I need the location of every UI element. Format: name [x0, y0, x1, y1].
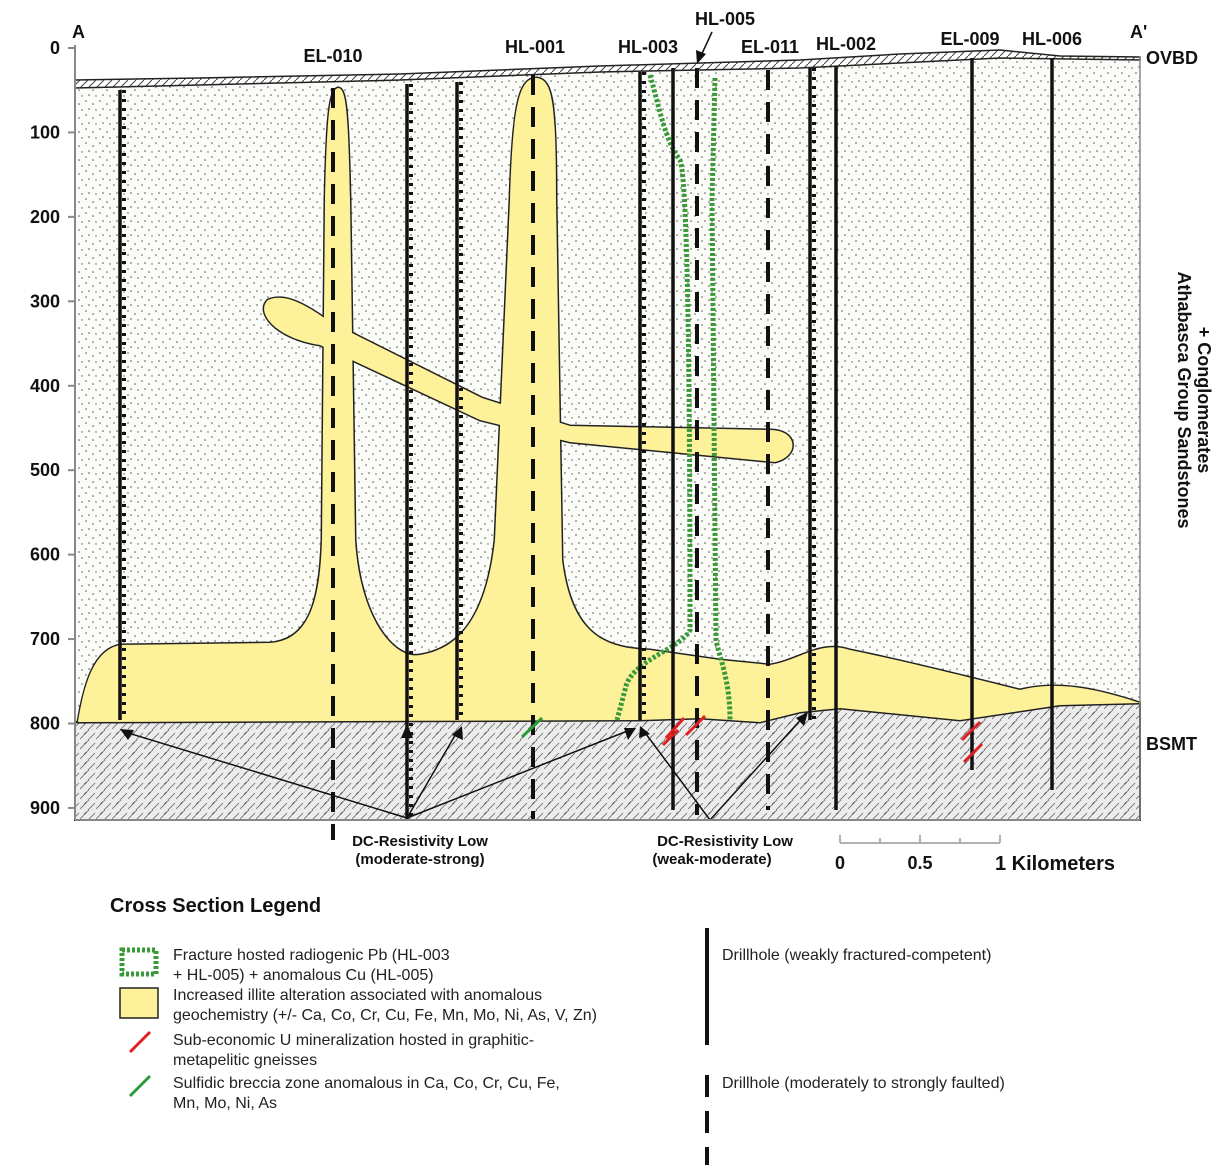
- scale-bar: [840, 835, 1000, 843]
- legend-text: Drillhole (moderately to strongly faulte…: [722, 1075, 1005, 1092]
- legend-swatch: [130, 1032, 150, 1052]
- annotation: (weak-moderate): [652, 851, 771, 868]
- annotation: DC-Resistivity Low: [352, 833, 488, 850]
- unit-label: + Conglomerates: [1194, 327, 1214, 474]
- legend-text: Fracture hosted radiogenic Pb (HL-003: [173, 947, 450, 964]
- section-end-label: A': [1130, 22, 1147, 42]
- drillhole-label: EL-009: [940, 29, 999, 49]
- legend-title: Cross Section Legend: [110, 895, 321, 917]
- legend-text: metapelitic gneisses: [173, 1052, 317, 1069]
- depth-tick-label: 400: [30, 376, 60, 396]
- legend-swatch: [120, 988, 158, 1018]
- section-end-label: A: [72, 22, 85, 42]
- legend-swatch: [122, 950, 156, 974]
- unit-label: OVBD: [1146, 48, 1198, 68]
- legend-items: Fracture hosted radiogenic Pb (HL-003 + H…: [173, 947, 1005, 1112]
- drillhole-label: EL-010: [303, 46, 362, 66]
- depth-tick-label: 300: [30, 291, 60, 311]
- legend-text: Mn, Mo, Ni, As: [173, 1095, 277, 1112]
- depth-tick-label: 900: [30, 798, 60, 818]
- legend-text: Sub-economic U mineralization hosted in …: [173, 1032, 534, 1049]
- legend-text: geochemistry (+/- Ca, Co, Cr, Cu, Fe, Mn…: [173, 1007, 597, 1024]
- drillhole-label: HL-003: [618, 37, 678, 57]
- drillhole-label: HL-005: [695, 9, 755, 29]
- scale-label: 0.5: [907, 853, 932, 873]
- annotation: (moderate-strong): [355, 851, 484, 868]
- legend-text: Sulfidic breccia zone anomalous in Ca, C…: [173, 1075, 560, 1092]
- depth-tick-label: 600: [30, 545, 60, 565]
- legend-text: Drillhole (weakly fractured-competent): [722, 947, 991, 964]
- scale-label: 1 Kilometers: [995, 853, 1115, 875]
- annotation: DC-Resistivity Low: [657, 833, 793, 850]
- depth-tick-label: 100: [30, 122, 60, 142]
- legend-swatch: [130, 1076, 150, 1096]
- legend-text: + HL-005) + anomalous Cu (HL-005): [173, 967, 434, 984]
- depth-ticks: 0 100 200 300 400 500 600 700 800 900: [30, 38, 75, 818]
- drillhole-label: HL-002: [816, 34, 876, 54]
- drillhole-label: EL-011: [741, 37, 799, 57]
- drillhole-label: HL-001: [505, 37, 565, 57]
- cross-section-figure: 0 100 200 300 400 500 600 700 800 900 A A' OVBD B…: [0, 0, 1214, 1167]
- depth-tick-label: 0: [50, 38, 60, 58]
- unit-label: BSMT: [1146, 734, 1197, 754]
- depth-tick-label: 800: [30, 714, 60, 734]
- legend-text: Increased illite alteration associated w…: [173, 987, 542, 1004]
- depth-tick-label: 500: [30, 460, 60, 480]
- unit-label-group: Athabasca Group Sandstones + Conglomerat…: [1174, 271, 1214, 528]
- sandstone-unit: [75, 58, 1140, 722]
- depth-tick-label: 700: [30, 629, 60, 649]
- scale-label: 0: [835, 853, 845, 873]
- unit-label: Athabasca Group Sandstones: [1174, 271, 1194, 528]
- drillhole-label: HL-006: [1022, 29, 1082, 49]
- depth-tick-label: 200: [30, 207, 60, 227]
